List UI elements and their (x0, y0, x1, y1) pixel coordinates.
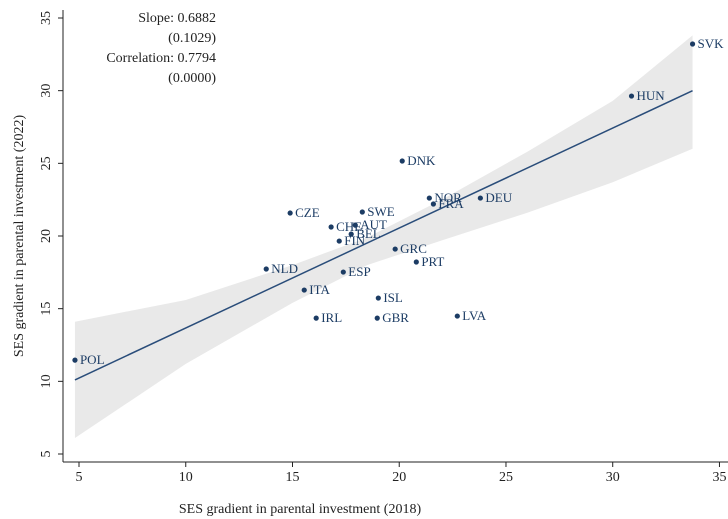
point (287, 210, 293, 216)
point (375, 295, 381, 301)
point-label: LVA (462, 308, 486, 323)
point (313, 315, 319, 321)
point (72, 357, 78, 363)
point (477, 195, 483, 201)
point (430, 201, 436, 207)
point (352, 222, 358, 228)
point (454, 313, 460, 319)
confidence-band (74, 35, 693, 439)
point (263, 266, 269, 272)
x-tick-label: 15 (285, 470, 299, 485)
annotation: Correlation: 0.7794 (106, 51, 216, 66)
y-axis-title: SES gradient in parental investment (202… (12, 115, 27, 358)
point (426, 195, 432, 201)
annotation: Slope: 0.6882 (138, 11, 216, 26)
y-tick-label: 10 (39, 374, 54, 388)
point-label: FIN (344, 233, 366, 248)
point (348, 231, 354, 237)
point (628, 93, 635, 99)
point (413, 259, 419, 265)
point (392, 246, 398, 252)
x-tick-label: 20 (392, 470, 406, 485)
point-label: CZE (295, 205, 320, 220)
point (301, 287, 307, 293)
point-label: NLD (271, 261, 298, 276)
point-label: GRC (400, 241, 427, 256)
x-tick-label: 5 (76, 470, 83, 485)
point-label: DNK (407, 153, 436, 168)
y-tick-label: 30 (39, 84, 54, 98)
point-label: AUT (360, 217, 387, 232)
point-label: HUN (637, 88, 666, 103)
point (399, 158, 405, 164)
point-label: SWE (367, 204, 395, 219)
point-label: ESP (348, 264, 370, 279)
y-tick-label: 15 (39, 302, 54, 316)
point (374, 315, 380, 321)
x-tick-label: 35 (712, 470, 726, 485)
point-label: SVK (698, 36, 725, 51)
x-tick-label: 30 (606, 470, 620, 485)
point (328, 224, 334, 230)
point-label: PRT (421, 254, 444, 269)
fit-line (74, 89, 693, 381)
point-label: NOR (434, 190, 462, 205)
x-tick-label: 10 (179, 470, 193, 485)
point-label: FRA (438, 196, 464, 211)
y-tick-label: 20 (39, 229, 54, 243)
point-label: GBR (382, 310, 409, 325)
y-tick-label: 35 (39, 11, 54, 25)
y-tick-label: 5 (39, 451, 54, 458)
point (359, 209, 365, 215)
x-tick-label: 25 (499, 470, 513, 485)
point-label: BEL (356, 226, 381, 241)
point-label: DEU (485, 190, 512, 205)
point-label: ITA (309, 282, 330, 297)
point-label: ISL (383, 290, 403, 305)
annotation: (0.1029) (168, 31, 216, 46)
point (340, 269, 346, 275)
x-axis-title: SES gradient in parental investment (201… (179, 502, 422, 517)
point (336, 238, 342, 244)
annotation: (0.0000) (168, 71, 216, 86)
y-tick-label: 25 (39, 156, 54, 170)
point (689, 41, 696, 47)
point-label: POL (80, 352, 105, 367)
point-label: IRL (321, 310, 342, 325)
